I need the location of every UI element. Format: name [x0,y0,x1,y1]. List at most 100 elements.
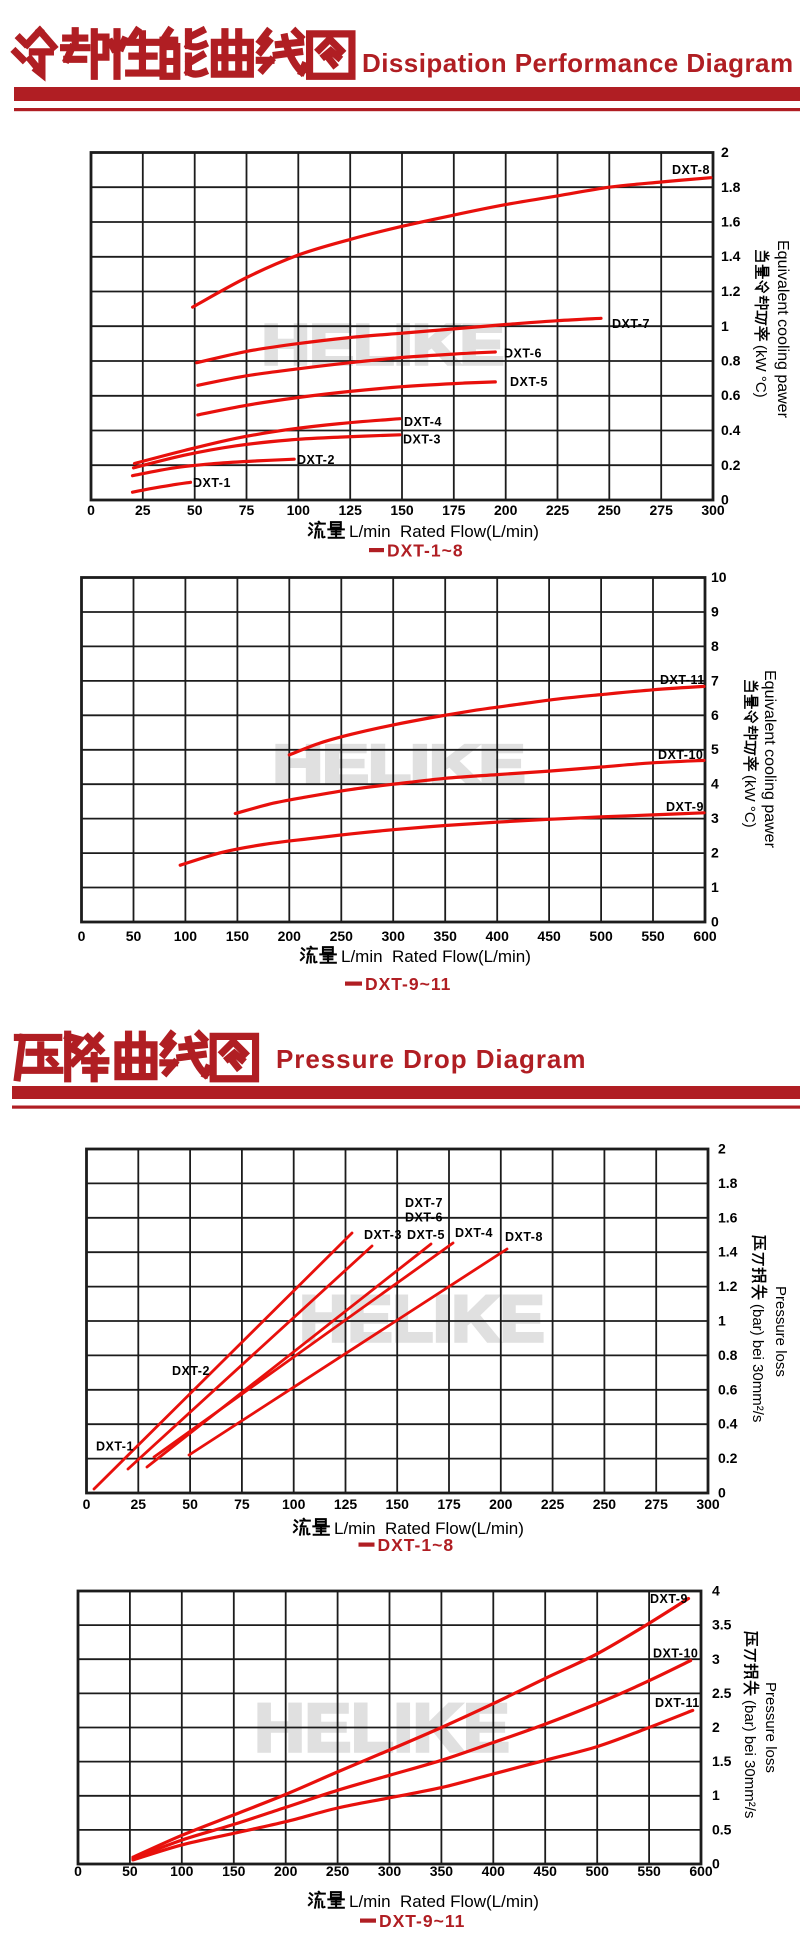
svg-text:DXT-2: DXT-2 [297,453,335,467]
svg-text:DXT-9: DXT-9 [650,1592,688,1606]
svg-text:150: 150 [386,1496,410,1512]
svg-text:5: 5 [711,741,719,757]
svg-text:DXT-10: DXT-10 [653,1647,698,1661]
svg-text:2: 2 [711,845,719,861]
svg-text:L/min Rated Flow(L/min): L/min Rated Flow(L/min) [349,522,539,541]
svg-text:1.8: 1.8 [721,179,741,195]
svg-text:0: 0 [87,502,95,518]
svg-text:DXT-6: DXT-6 [504,347,542,361]
svg-text:2: 2 [718,1141,726,1157]
svg-text:0: 0 [718,1485,726,1501]
svg-text:150: 150 [222,1863,246,1879]
svg-text:DXT-4: DXT-4 [455,1226,493,1240]
svg-text:DXT-5: DXT-5 [407,1228,445,1242]
svg-text:75: 75 [239,502,255,518]
svg-text:DXT-1~8: DXT-1~8 [387,541,464,561]
svg-text:(kW °C): (kW °C) [741,775,758,828]
svg-text:2: 2 [712,1719,720,1735]
svg-text:10: 10 [711,569,727,585]
svg-text:Equivalent cooling pawer: Equivalent cooling pawer [774,240,791,419]
svg-text:DXT-11: DXT-11 [660,673,705,687]
svg-text:DXT-7: DXT-7 [405,1196,443,1210]
svg-text:350: 350 [430,1863,454,1879]
svg-text:350: 350 [434,928,458,944]
svg-text:(bar) bei 30mm²/s: (bar) bei 30mm²/s [749,1304,766,1422]
svg-text:225: 225 [546,502,570,518]
svg-text:175: 175 [437,1496,461,1512]
svg-text:HELIKE: HELIKE [300,1282,545,1355]
svg-text:50: 50 [187,502,203,518]
svg-text:DXT-8: DXT-8 [672,163,710,177]
svg-text:300: 300 [701,502,725,518]
svg-text:L/min Rated Flow(L/min): L/min Rated Flow(L/min) [334,1519,524,1538]
svg-text:150: 150 [226,928,250,944]
svg-text:150: 150 [390,502,414,518]
svg-text:DXT-8: DXT-8 [505,1230,543,1244]
svg-text:550: 550 [641,928,665,944]
svg-text:450: 450 [537,928,561,944]
svg-text:Dissipation Performance Diagra: Dissipation Performance Diagram [362,48,794,78]
svg-text:50: 50 [126,928,142,944]
svg-text:450: 450 [534,1863,558,1879]
svg-text:1.2: 1.2 [718,1278,738,1294]
svg-text:HELIKE: HELIKE [273,735,525,794]
svg-text:L/min Rated Flow(L/min): L/min Rated Flow(L/min) [349,1892,539,1911]
svg-text:200: 200 [278,928,302,944]
svg-text:3: 3 [711,810,719,826]
svg-text:275: 275 [650,502,674,518]
svg-text:1.6: 1.6 [718,1209,738,1225]
svg-text:0.4: 0.4 [721,422,741,438]
svg-text:50: 50 [182,1496,198,1512]
svg-text:DXT-11: DXT-11 [655,1696,700,1710]
svg-text:1.2: 1.2 [721,283,741,299]
svg-text:6: 6 [711,707,719,723]
svg-text:(kW °C): (kW °C) [752,345,769,398]
svg-text:0.6: 0.6 [721,387,741,403]
svg-text:(bar) bei 30mm²/s: (bar) bei 30mm²/s [741,1700,758,1818]
svg-text:0.6: 0.6 [718,1381,738,1397]
svg-text:DXT-1~8: DXT-1~8 [378,1535,455,1555]
svg-text:DXT-1: DXT-1 [193,476,231,490]
svg-text:250: 250 [326,1863,350,1879]
svg-text:2.5: 2.5 [712,1685,732,1701]
svg-text:1: 1 [712,1787,720,1803]
svg-text:8: 8 [711,638,719,654]
svg-text:Pressure loss: Pressure loss [762,1682,779,1773]
svg-text:400: 400 [486,928,510,944]
svg-text:1: 1 [721,318,729,334]
svg-text:DXT-3: DXT-3 [403,433,441,447]
svg-text:250: 250 [593,1496,617,1512]
svg-text:2: 2 [721,144,729,160]
svg-text:Pressure Drop Diagram: Pressure Drop Diagram [276,1044,586,1074]
svg-text:100: 100 [287,502,311,518]
svg-text:100: 100 [170,1863,194,1879]
svg-text:9: 9 [711,604,719,620]
svg-text:DXT-7: DXT-7 [612,317,650,331]
svg-text:DXT-10: DXT-10 [658,748,703,762]
svg-text:1.6: 1.6 [721,214,741,230]
svg-text:200: 200 [494,502,518,518]
svg-text:300: 300 [378,1863,402,1879]
svg-text:300: 300 [696,1496,720,1512]
svg-text:400: 400 [482,1863,506,1879]
svg-text:HELIKE: HELIKE [262,313,504,377]
svg-text:DXT-6: DXT-6 [405,1211,443,1225]
svg-text:550: 550 [637,1863,661,1879]
svg-text:L/min Rated Flow(L/min): L/min Rated Flow(L/min) [341,947,531,966]
svg-text:1: 1 [718,1313,726,1329]
svg-text:100: 100 [174,928,198,944]
svg-text:1.5: 1.5 [712,1753,732,1769]
svg-text:DXT-3: DXT-3 [364,1228,402,1242]
svg-text:0.8: 0.8 [718,1347,738,1363]
svg-text:Pressure loss: Pressure loss [772,1286,789,1377]
svg-text:300: 300 [382,928,406,944]
svg-text:0.2: 0.2 [721,457,741,473]
svg-text:200: 200 [274,1863,298,1879]
svg-text:DXT-4: DXT-4 [404,415,442,429]
svg-text:50: 50 [122,1863,138,1879]
svg-text:3.5: 3.5 [712,1617,732,1633]
svg-text:0.5: 0.5 [712,1821,732,1837]
svg-text:125: 125 [339,502,363,518]
svg-text:500: 500 [589,928,613,944]
svg-text:600: 600 [693,928,717,944]
